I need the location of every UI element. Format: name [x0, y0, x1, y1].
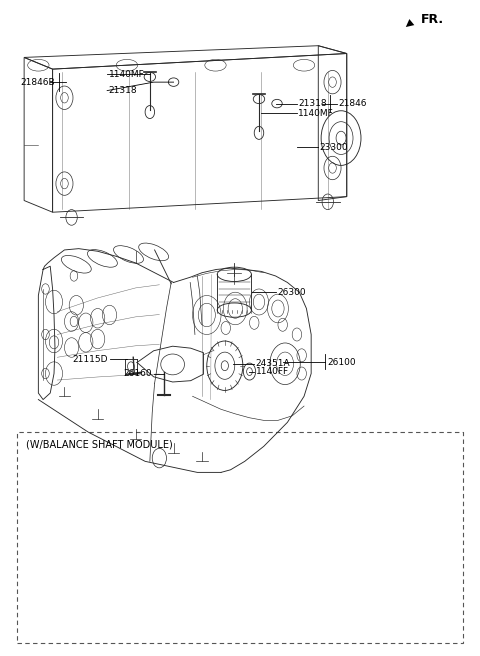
- Text: 1140FF: 1140FF: [256, 367, 289, 376]
- Text: 21318: 21318: [108, 86, 137, 95]
- Text: 24351A: 24351A: [256, 359, 290, 368]
- Text: 26300: 26300: [277, 288, 306, 297]
- Text: 21115D: 21115D: [72, 355, 108, 363]
- Text: 26160: 26160: [124, 369, 152, 378]
- Text: (W/BALANCE SHAFT MODULE): (W/BALANCE SHAFT MODULE): [26, 440, 173, 450]
- Text: 21318: 21318: [299, 99, 327, 108]
- Text: 26100: 26100: [328, 358, 356, 367]
- Text: 21846B: 21846B: [21, 77, 55, 87]
- Text: FR.: FR.: [421, 12, 444, 26]
- Text: 23300: 23300: [320, 142, 348, 152]
- Text: 1140MF: 1140MF: [108, 70, 144, 79]
- Text: 1140MF: 1140MF: [299, 109, 334, 118]
- Text: 21846: 21846: [339, 99, 367, 108]
